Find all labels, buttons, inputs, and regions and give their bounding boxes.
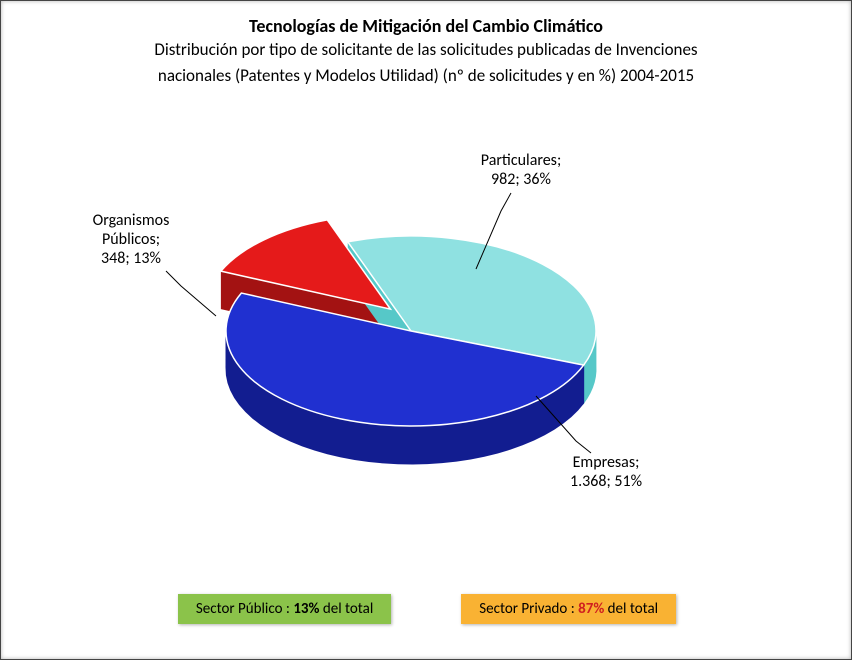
label-organismos: Organismos Públicos; 348; 13% bbox=[56, 211, 206, 269]
pie-chart bbox=[1, 121, 852, 541]
badge-public: Sector Público : 13% del total bbox=[178, 594, 391, 624]
chart-subtitle-2: nacionales (Patentes y Modelos Utilidad)… bbox=[19, 65, 833, 87]
badge-private-prefix: Sector Privado : bbox=[479, 600, 578, 618]
label-particulares-l1: Particulares; bbox=[481, 151, 561, 170]
badge-public-suffix: del total bbox=[319, 600, 373, 618]
label-empresas: Empresas; 1.368; 51% bbox=[526, 453, 686, 491]
chart-subtitle-1: Distribución por tipo de solicitante de … bbox=[19, 39, 833, 61]
badge-public-prefix: Sector Público : bbox=[196, 600, 293, 618]
label-organismos-l1: Organismos bbox=[93, 211, 170, 230]
badge-private: Sector Privado : 87% del total bbox=[461, 594, 676, 624]
chart-frame: Tecnologías de Mitigación del Cambio Cli… bbox=[0, 0, 852, 660]
chart-area: Particulares; 982; 36% Empresas; 1.368; … bbox=[1, 121, 852, 541]
label-particulares-l2: 982; 36% bbox=[491, 170, 551, 189]
footer-badges: Sector Público : 13% del total Sector Pr… bbox=[1, 594, 852, 624]
label-empresas-l2: 1.368; 51% bbox=[570, 472, 642, 491]
label-empresas-l1: Empresas; bbox=[573, 453, 640, 472]
badge-private-pct: 87% bbox=[578, 600, 604, 618]
chart-title: Tecnologías de Mitigación del Cambio Cli… bbox=[19, 15, 833, 37]
label-particulares: Particulares; 982; 36% bbox=[431, 151, 611, 189]
label-organismos-l3: 348; 13% bbox=[101, 249, 161, 268]
badge-private-suffix: del total bbox=[604, 600, 658, 618]
label-organismos-l2: Públicos; bbox=[102, 230, 160, 249]
badge-public-pct: 13% bbox=[293, 600, 319, 618]
